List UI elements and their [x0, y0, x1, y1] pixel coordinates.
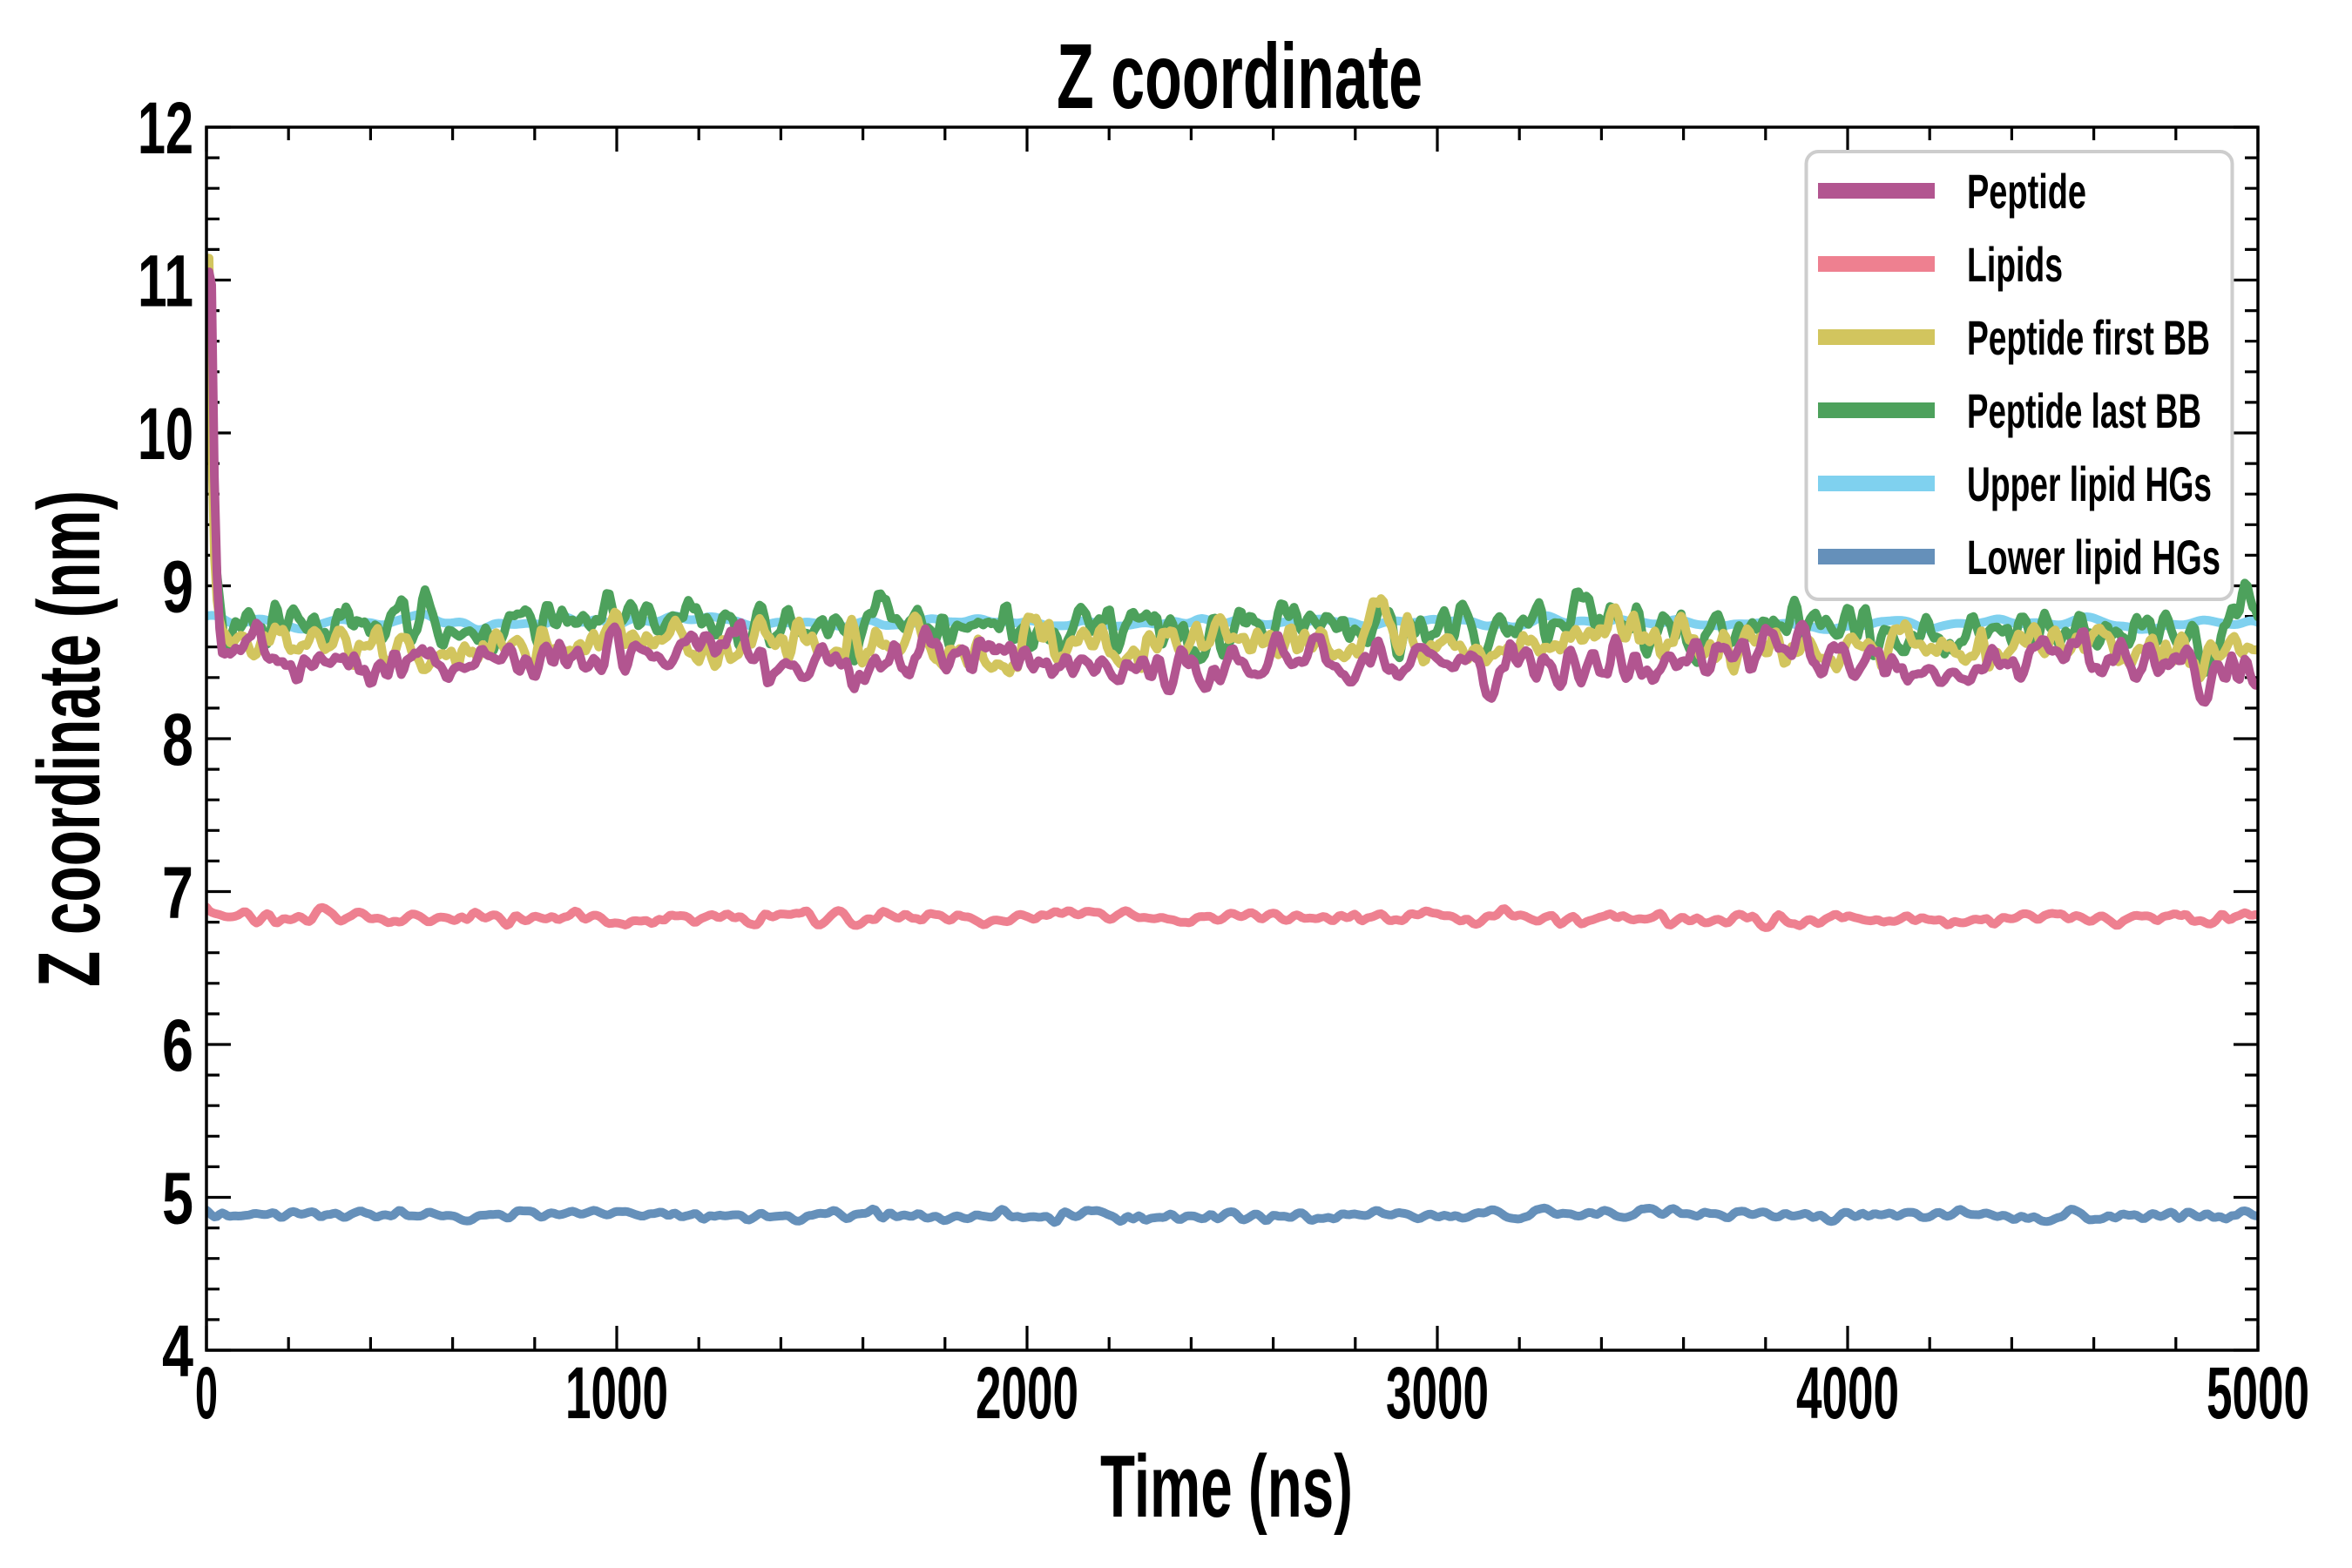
svg-text:Peptide first BB: Peptide first BB: [1967, 310, 2210, 365]
svg-text:9: 9: [162, 546, 193, 628]
svg-text:10: 10: [138, 393, 193, 475]
svg-text:1000: 1000: [565, 1352, 668, 1434]
svg-text:6: 6: [162, 1004, 193, 1086]
svg-text:Lipids: Lipids: [1967, 237, 2063, 292]
svg-text:2000: 2000: [976, 1352, 1078, 1434]
svg-text:5000: 5000: [2207, 1352, 2309, 1434]
svg-text:0: 0: [195, 1352, 218, 1434]
svg-text:Z coordinate (nm): Z coordinate (nm): [21, 490, 118, 987]
svg-text:4000: 4000: [1796, 1352, 1899, 1434]
svg-text:Z coordinate: Z coordinate: [1057, 25, 1423, 128]
svg-text:5: 5: [162, 1158, 193, 1240]
svg-text:Lower lipid HGs: Lower lipid HGs: [1967, 530, 2220, 585]
svg-text:12: 12: [138, 87, 193, 169]
svg-text:Peptide: Peptide: [1967, 164, 2086, 219]
svg-text:3000: 3000: [1386, 1352, 1489, 1434]
svg-text:8: 8: [162, 699, 193, 781]
svg-text:11: 11: [138, 240, 193, 322]
svg-text:Upper lipid HGs: Upper lipid HGs: [1967, 456, 2212, 511]
svg-text:4: 4: [162, 1310, 193, 1392]
svg-text:Time (ns): Time (ns): [1100, 1438, 1353, 1536]
svg-text:7: 7: [162, 852, 193, 934]
svg-text:Peptide last BB: Peptide last BB: [1967, 383, 2201, 438]
